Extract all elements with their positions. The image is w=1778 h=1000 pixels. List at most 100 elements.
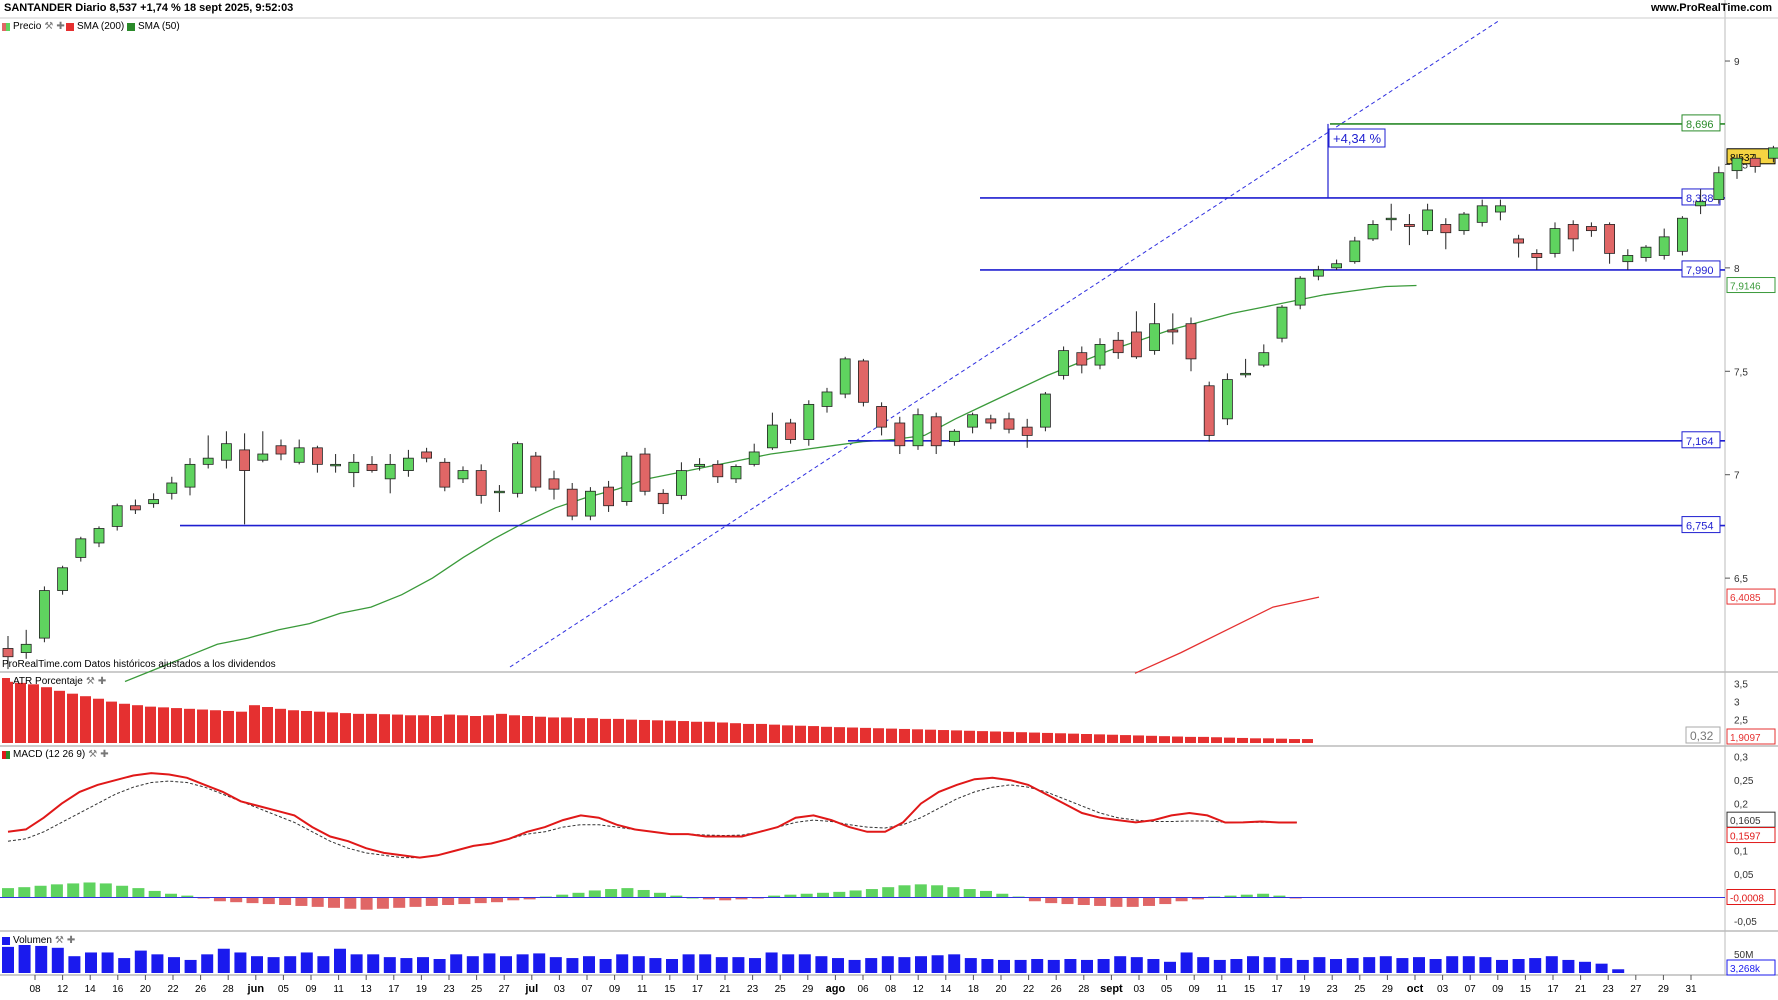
volume-bar <box>1097 959 1110 973</box>
sma50-value-label-box <box>1726 277 1776 294</box>
atr-axis-label-box <box>1726 728 1776 745</box>
x-tick-label: 17 <box>1547 984 1559 995</box>
macd-tick-label: 0,05 <box>1734 870 1754 881</box>
candle-body <box>712 463 724 478</box>
price-level-box <box>1681 516 1721 534</box>
candle-body <box>748 451 760 465</box>
x-tick-label: 17 <box>1271 984 1283 995</box>
atr-tick-label: 3 <box>1734 698 1740 709</box>
atr-bar <box>1211 737 1222 743</box>
macd-hist-bar <box>963 889 976 898</box>
macd-hist-bar <box>1077 897 1090 906</box>
plus-icon[interactable]: ✚ <box>97 676 107 687</box>
x-tick-label: 06 <box>857 984 869 995</box>
volume-bar <box>1396 958 1409 973</box>
atr-bar <box>652 720 663 743</box>
candle-body <box>1276 306 1288 339</box>
volume-bar <box>1064 959 1077 973</box>
wrench-icon[interactable]: ⚒ <box>54 935 64 946</box>
volume-bar <box>981 959 994 973</box>
macd-tick-label: 0,3 <box>1734 753 1748 764</box>
volume-bar <box>1612 969 1625 973</box>
measure-label: +4,34 % <box>1333 131 1382 146</box>
volume-bar <box>1512 959 1525 973</box>
wrench-icon[interactable]: ⚒ <box>44 21 54 32</box>
volume-bar <box>682 954 695 973</box>
price-tick-label: 9 <box>1734 57 1740 68</box>
macd-hist-bar <box>99 883 112 898</box>
macd-hist-bar <box>507 897 520 901</box>
candle-body <box>1695 201 1706 207</box>
volume-bar <box>616 954 629 973</box>
candle-body <box>1021 426 1033 436</box>
x-tick-label: 19 <box>1299 984 1311 995</box>
candle-body <box>1768 147 1778 159</box>
atr-bar <box>54 690 65 743</box>
atr-bar <box>1094 734 1105 743</box>
macd-hist-bar <box>213 897 226 902</box>
legend-sma50[interactable]: SMA (50) <box>127 21 180 32</box>
legend-macd[interactable]: MACD (12 26 9) ⚒ ✚ <box>2 749 109 760</box>
macd-hist-bar <box>931 885 944 898</box>
volume-bar <box>1595 963 1608 973</box>
x-tick-label: 12 <box>913 984 925 995</box>
candle-body <box>1531 252 1543 258</box>
wrench-icon[interactable]: ⚒ <box>88 749 98 760</box>
x-tick-label: 03 <box>1437 984 1449 995</box>
atr-bar <box>119 703 130 743</box>
last-price-label: 8,537 <box>1730 153 1755 164</box>
legend-atr[interactable]: ATR Porcentaje ⚒ ✚ <box>2 676 106 687</box>
macd-hist-bar <box>572 892 585 898</box>
volume-bar <box>632 956 645 973</box>
x-tick-label: jul <box>524 983 538 995</box>
candle-body <box>239 449 251 471</box>
atr-bar <box>899 728 910 743</box>
atr-bar <box>1237 737 1248 743</box>
candle-body <box>39 590 50 639</box>
macd-hist-bar <box>1045 897 1058 904</box>
volume-bar <box>782 954 795 973</box>
macd-hist-bar <box>865 889 878 898</box>
legend-price[interactable]: Precio ⚒ ✚ <box>2 21 65 32</box>
macd-hist-bar <box>1094 897 1107 906</box>
x-tick-label: 18 <box>968 984 980 995</box>
candle-body <box>366 463 378 471</box>
legend-volume[interactable]: Volumen ⚒ ✚ <box>2 935 75 946</box>
x-tick-label: 17 <box>388 984 400 995</box>
price-swatch-icon <box>2 22 10 31</box>
volume-bar <box>1247 956 1259 973</box>
wrench-icon[interactable]: ⚒ <box>85 676 95 687</box>
plus-icon[interactable]: ✚ <box>66 935 76 946</box>
macd-hist-bar <box>1240 894 1253 898</box>
x-tick-label: 09 <box>305 984 317 995</box>
volume-bar <box>1379 956 1392 973</box>
atr-axis-label: 1,9097 <box>1730 733 1761 744</box>
volume-bar <box>749 958 761 973</box>
atr-bar <box>1016 732 1027 743</box>
volume-value-label: 3,268k <box>1730 964 1761 975</box>
volume-bar <box>998 959 1010 973</box>
plus-icon[interactable]: ✚ <box>56 21 65 32</box>
x-tick-label: 29 <box>1658 984 1670 995</box>
candle-body <box>148 499 160 505</box>
x-tick-label: 23 <box>1327 984 1339 995</box>
volume-bar <box>1330 959 1342 973</box>
atr-value-box <box>1685 726 1721 744</box>
macd-swatch-icon <box>2 750 10 759</box>
macd-hist-bar <box>474 897 487 904</box>
candle-body <box>1458 213 1470 232</box>
plus-icon[interactable]: ✚ <box>100 749 109 760</box>
legend-sma200[interactable]: SMA (200) <box>66 21 124 32</box>
x-tick-label: jun <box>247 983 265 995</box>
candle-body <box>657 492 669 505</box>
volume-bar <box>1164 961 1176 973</box>
price-tick-label: 6,5 <box>1734 574 1748 585</box>
x-tick-label: 25 <box>1354 984 1366 995</box>
candle-body <box>839 358 851 395</box>
atr-bar <box>535 716 546 743</box>
volume-bar <box>450 954 463 973</box>
atr-bar <box>1276 738 1287 743</box>
candle-body <box>949 430 960 443</box>
volume-bar <box>832 958 844 973</box>
atr-bar <box>1042 732 1053 743</box>
